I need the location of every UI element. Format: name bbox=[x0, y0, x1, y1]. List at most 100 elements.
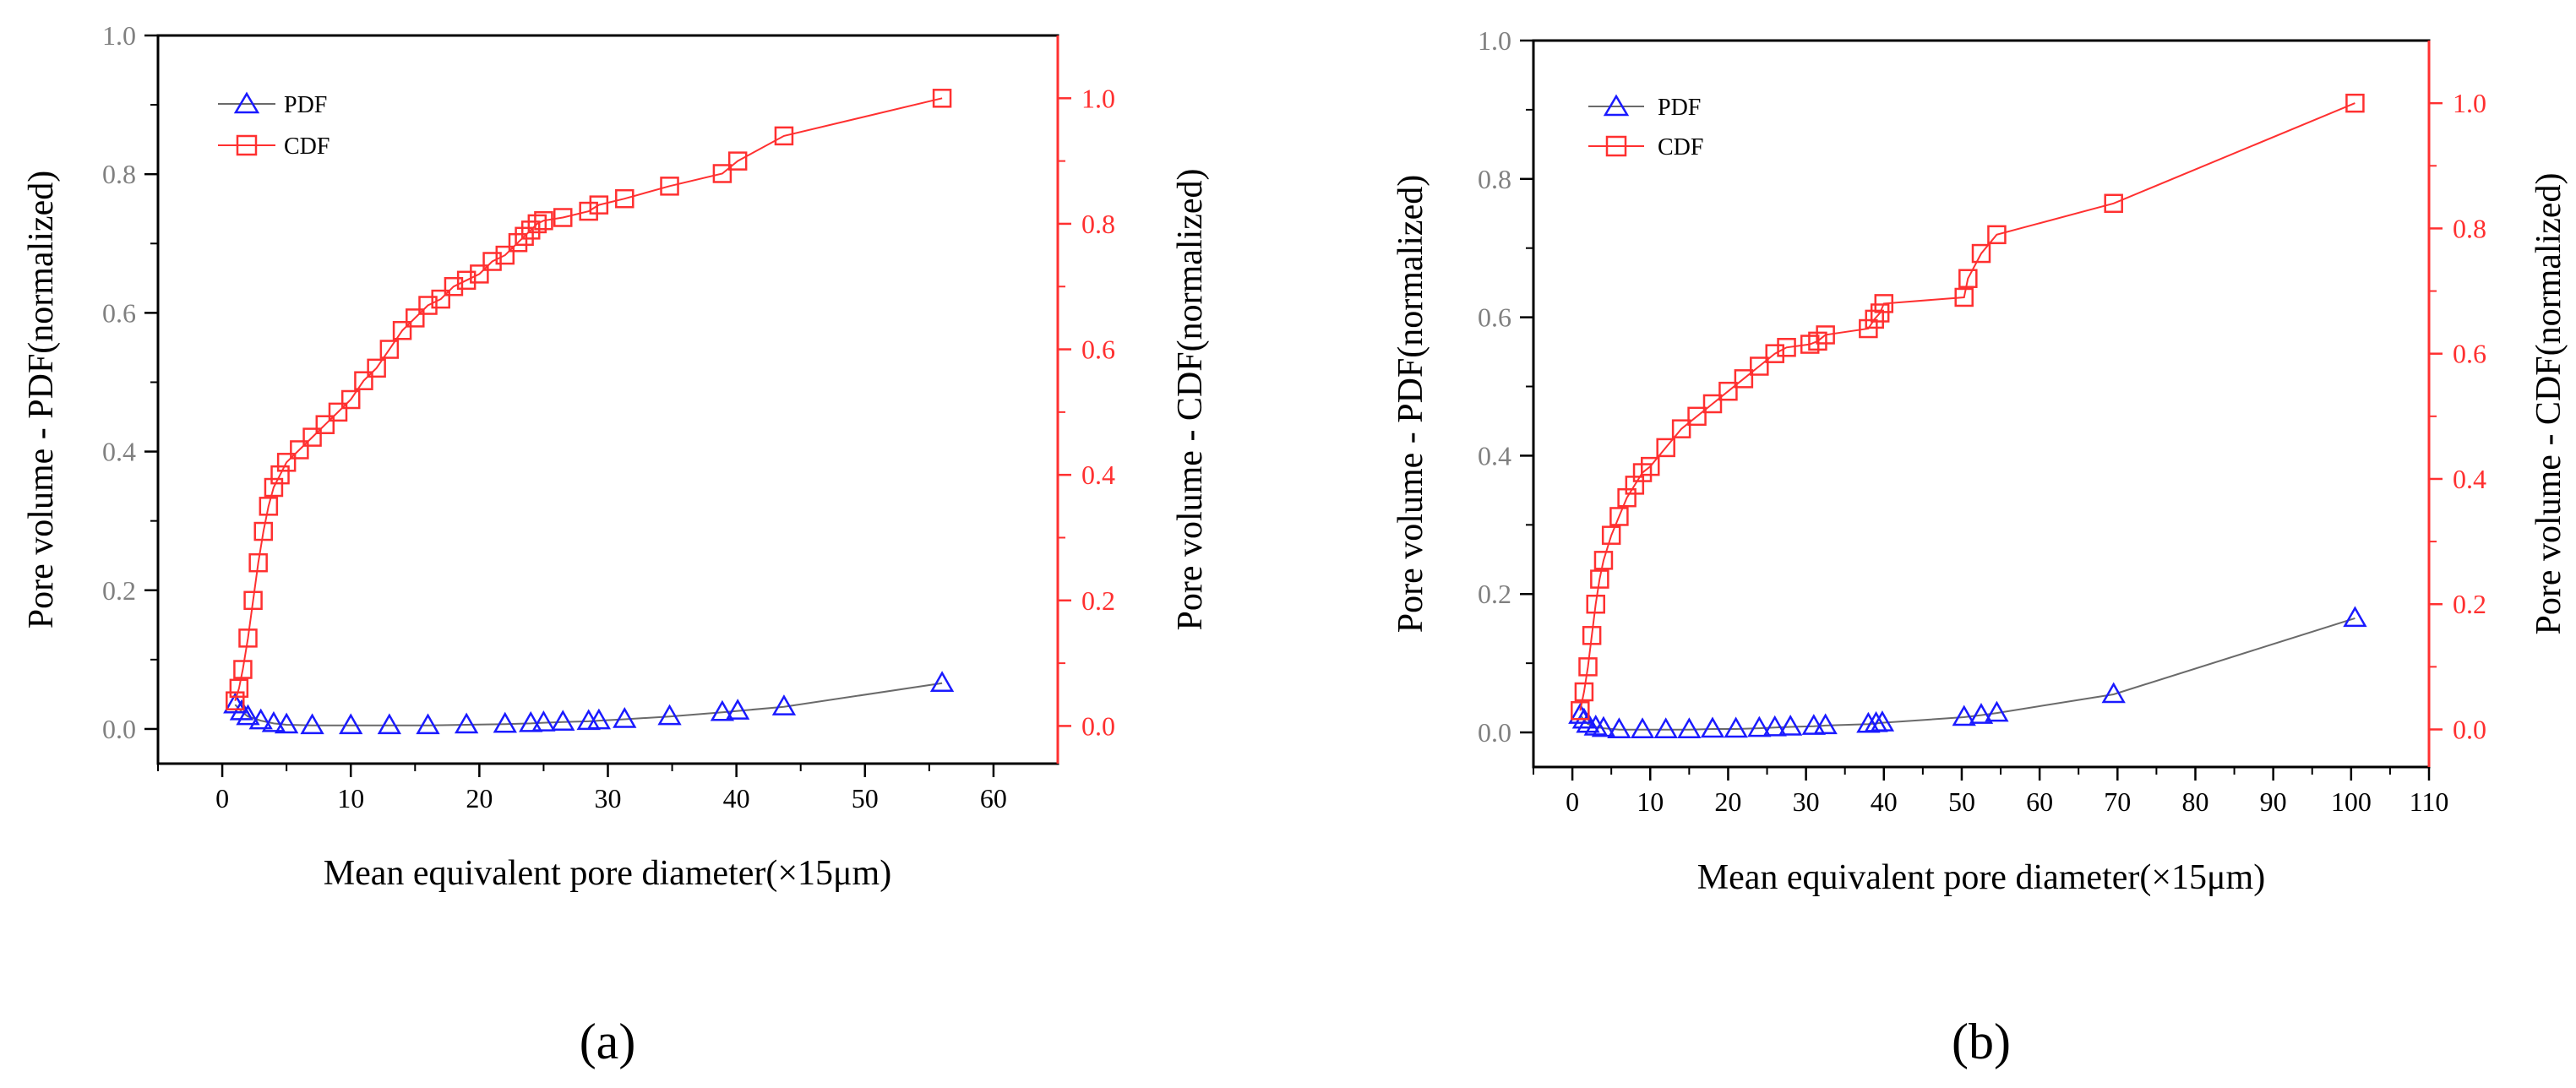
y-right-tick-label: 0.8 bbox=[2453, 213, 2486, 243]
cdf-point bbox=[1687, 406, 1707, 427]
y-left-tick-label: 0.4 bbox=[102, 437, 136, 467]
pdf-point bbox=[929, 671, 955, 693]
y-left-tick-label: 0.2 bbox=[1478, 579, 1511, 609]
cdf-point bbox=[1641, 456, 1660, 476]
x-tick-label: 90 bbox=[2260, 786, 2287, 817]
cdf-point bbox=[302, 427, 322, 447]
cdf-point bbox=[470, 264, 489, 284]
cdf-point bbox=[1954, 287, 1974, 307]
cdf-point bbox=[660, 177, 679, 196]
pdf-point bbox=[416, 713, 440, 735]
cdf-point bbox=[774, 126, 794, 146]
pdf-point bbox=[1700, 716, 1725, 738]
y-axis-right-a: 0.0 0.2 0.4 0.6 0.8 1.0 bbox=[1058, 83, 1115, 741]
cdf-point bbox=[226, 691, 245, 710]
x-tick-label: 80 bbox=[2181, 786, 2208, 817]
y-right-tick-label: 0.6 bbox=[1081, 335, 1115, 365]
pdf-point bbox=[613, 706, 637, 728]
y-left-tick-label: 0.4 bbox=[1478, 440, 1511, 471]
chart-panel-a: 0 10 20 30 40 50 60 0.00.20.40.60.81.0 0.00.20… bbox=[22, 20, 1210, 1069]
series-line-cdf bbox=[1579, 102, 2355, 711]
y-right-tick-label: 0.4 bbox=[1081, 460, 1115, 490]
cdf-point bbox=[2104, 193, 2123, 214]
cdf-point bbox=[1593, 551, 1614, 570]
cdf-point bbox=[340, 389, 361, 410]
pdf-point bbox=[2343, 606, 2367, 628]
y-left-tick-label: 0.2 bbox=[102, 575, 136, 606]
cdf-point bbox=[270, 465, 290, 485]
x-tick-label: 10 bbox=[337, 783, 364, 813]
cdf-point bbox=[456, 270, 477, 291]
y-axis-left-b: 0.0 0.2 0.4 0.6 0.8 1.0 bbox=[1478, 25, 1533, 748]
y-right-tick-label: 0.6 bbox=[2453, 339, 2486, 369]
cdf-point bbox=[1958, 269, 1978, 288]
legend-a: PDF CDF bbox=[218, 91, 329, 160]
pdf-point bbox=[657, 704, 682, 726]
pdf-point bbox=[1952, 704, 1976, 726]
cdf-point bbox=[932, 89, 952, 108]
pdf-point bbox=[1583, 714, 1608, 736]
y-right-tick-label: 1.0 bbox=[2453, 88, 2486, 118]
y-left-tick-label: 0.6 bbox=[1478, 302, 1511, 333]
pdf-point bbox=[261, 710, 286, 732]
cdf-point bbox=[482, 252, 502, 271]
cdf-point bbox=[1971, 243, 1991, 264]
x-tick-label: 50 bbox=[852, 783, 879, 813]
legend-b: PDF CDF bbox=[1588, 94, 1703, 160]
cdf-point bbox=[1765, 344, 1784, 363]
x-tick-label: 10 bbox=[1637, 786, 1664, 817]
cdf-point bbox=[315, 415, 335, 434]
pdf-point bbox=[339, 713, 363, 735]
cdf-point bbox=[727, 151, 748, 171]
cdf-point bbox=[615, 188, 634, 209]
chart-panel-b: 0 10 20 30 40 50 60 70 80 90 100 110 0.00.20.40.60.… bbox=[1391, 25, 2568, 1069]
x-tick-label: 60 bbox=[980, 783, 1007, 813]
x-axis-title-b: Mean equivalent pore diameter(×15μm) bbox=[1697, 858, 2265, 897]
cdf-point bbox=[2345, 93, 2365, 113]
x-tick-label: 30 bbox=[1793, 786, 1820, 817]
pdf-point bbox=[1591, 715, 1616, 737]
cdf-point bbox=[431, 289, 450, 309]
pdf-point bbox=[1630, 717, 1655, 739]
cdf-point bbox=[1702, 394, 1723, 414]
x-tick-label: 40 bbox=[1871, 786, 1898, 817]
cdf-point bbox=[1750, 356, 1769, 376]
pdf-point bbox=[551, 710, 575, 731]
x-tick-label: 30 bbox=[595, 783, 622, 813]
x-tick-label: 100 bbox=[2331, 786, 2372, 817]
series-group-a bbox=[223, 89, 955, 735]
y-axis-left-a: 0.0 0.2 0.4 0.6 0.8 1.0 bbox=[102, 20, 158, 744]
pdf-point bbox=[248, 708, 273, 730]
y-right-tick-label: 0.4 bbox=[2453, 464, 2486, 494]
pdf-point bbox=[726, 699, 750, 720]
legend-cdf-label: CDF bbox=[284, 133, 329, 160]
y-axis-right-title-b: Pore volume - CDF(normalized) bbox=[2530, 172, 2568, 634]
y-axis-left-title-a: Pore volume - PDF(normalized) bbox=[22, 171, 61, 628]
cdf-point bbox=[276, 453, 297, 472]
legend-pdf-marker bbox=[233, 91, 260, 114]
pdf-point bbox=[586, 708, 612, 730]
cdf-point bbox=[406, 308, 425, 328]
x-tick-label: 50 bbox=[1948, 786, 1975, 817]
cdf-point bbox=[553, 208, 573, 227]
pdf-point bbox=[236, 704, 260, 726]
cdf-point bbox=[328, 402, 348, 422]
cdf-point bbox=[233, 660, 253, 679]
cdf-point bbox=[1582, 626, 1602, 645]
cdf-point bbox=[495, 245, 515, 265]
x-tick-label: 40 bbox=[723, 783, 750, 813]
cdf-point bbox=[253, 521, 274, 541]
cdf-point bbox=[712, 164, 732, 183]
cdf-point bbox=[1571, 701, 1590, 721]
cdf-point bbox=[264, 477, 284, 498]
legend-pdf-label: PDF bbox=[284, 92, 327, 118]
panel-label-b: (b) bbox=[1952, 1014, 2011, 1069]
cdf-point bbox=[579, 201, 598, 221]
y-right-tick-label: 0.0 bbox=[2453, 715, 2486, 745]
cdf-point bbox=[515, 226, 534, 247]
x-tick-label: 20 bbox=[466, 783, 493, 813]
y-left-tick-label: 0.0 bbox=[102, 714, 136, 744]
pdf-point bbox=[1677, 717, 1702, 739]
pdf-point bbox=[493, 711, 517, 733]
